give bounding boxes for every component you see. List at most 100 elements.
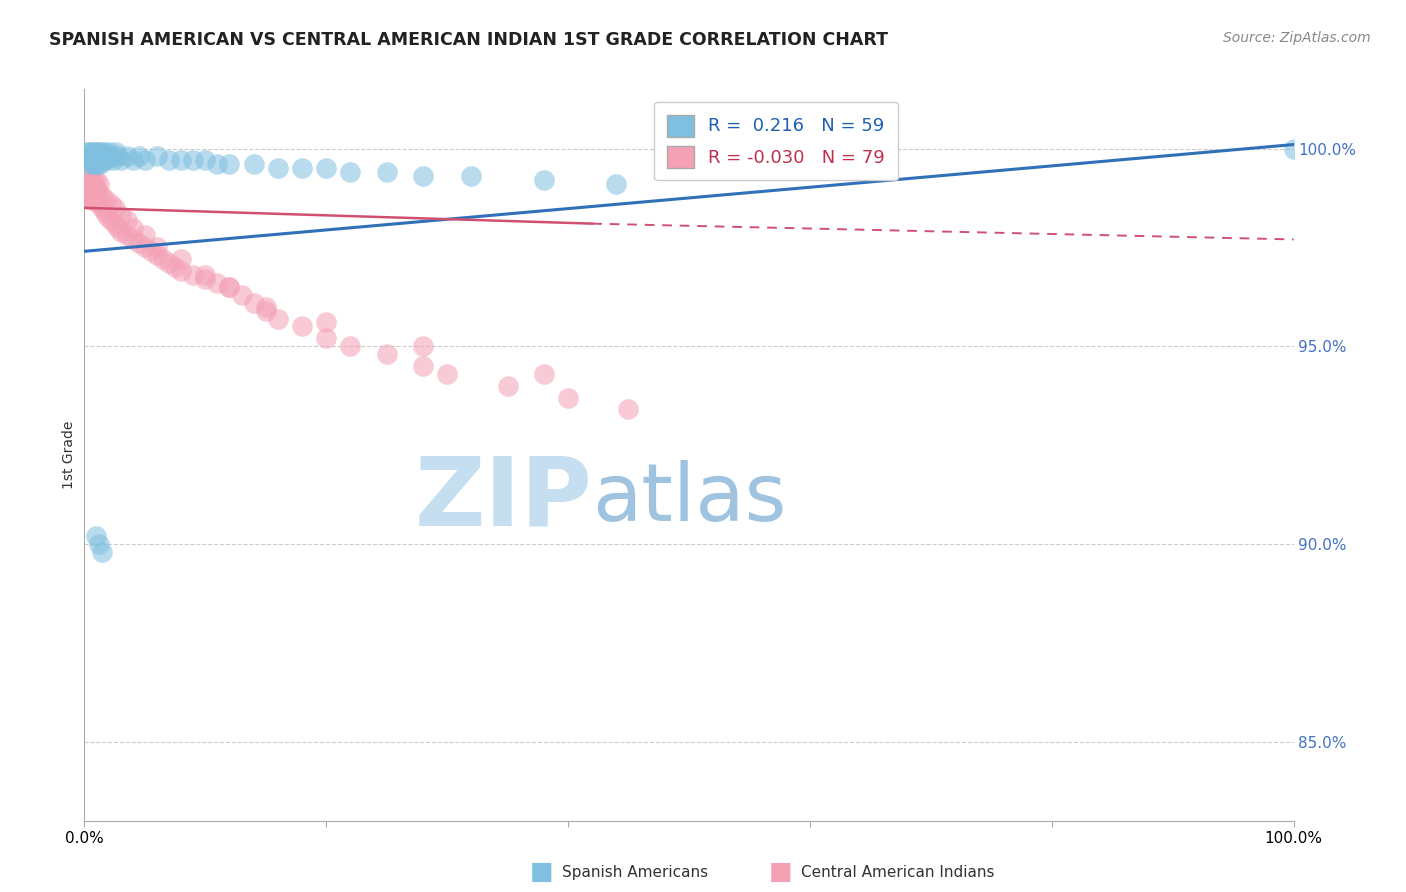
Point <box>110 225 132 239</box>
Point <box>79 149 101 163</box>
Point <box>94 193 117 207</box>
Point <box>80 181 103 195</box>
Point <box>533 173 555 187</box>
Point <box>86 149 108 163</box>
Point <box>115 228 138 243</box>
Point <box>134 153 156 168</box>
Point <box>76 169 98 184</box>
Point <box>107 220 129 235</box>
Point <box>84 181 107 195</box>
Point <box>146 248 169 262</box>
Point <box>194 268 217 282</box>
Point <box>76 145 98 160</box>
Point <box>617 402 640 417</box>
Point <box>77 185 100 199</box>
Point <box>87 177 110 191</box>
Point <box>86 145 108 160</box>
Point <box>194 272 217 286</box>
Point <box>83 181 105 195</box>
Point <box>87 537 110 551</box>
Point <box>207 157 229 171</box>
Point <box>86 157 108 171</box>
Point <box>134 240 156 254</box>
Point <box>110 209 132 223</box>
Point <box>86 529 108 543</box>
Point <box>80 153 103 168</box>
Point <box>86 173 108 187</box>
Point <box>79 185 101 199</box>
Point <box>91 149 114 163</box>
Point <box>91 545 114 559</box>
Point <box>82 149 104 163</box>
Point <box>79 157 101 171</box>
Point <box>104 217 127 231</box>
Point <box>84 193 107 207</box>
Point <box>79 193 101 207</box>
Point <box>77 149 100 163</box>
Point <box>94 145 117 160</box>
Point <box>96 209 118 223</box>
Point <box>104 145 127 160</box>
Point <box>170 252 193 267</box>
Point <box>121 153 143 168</box>
Point <box>194 153 217 168</box>
Point <box>496 378 519 392</box>
Point <box>84 185 107 199</box>
Point <box>254 303 277 318</box>
Legend: R =  0.216   N = 59, R = -0.030   N = 79: R = 0.216 N = 59, R = -0.030 N = 79 <box>654 102 897 180</box>
Point <box>82 185 104 199</box>
Point <box>128 236 150 251</box>
Point <box>254 300 277 314</box>
Point <box>157 153 180 168</box>
Point <box>412 339 434 353</box>
Point <box>146 240 169 254</box>
Point <box>83 177 105 191</box>
Point <box>412 169 434 184</box>
Point <box>96 153 118 168</box>
Point <box>207 276 229 290</box>
Point <box>157 256 180 270</box>
Point <box>181 268 204 282</box>
Point <box>339 165 361 179</box>
Point <box>77 153 100 168</box>
Point <box>86 181 108 195</box>
Point <box>121 232 143 246</box>
Point <box>86 153 108 168</box>
Point <box>100 197 122 211</box>
Point <box>87 193 110 207</box>
Point <box>231 287 253 301</box>
Point <box>89 149 111 163</box>
Point <box>94 149 117 163</box>
Text: Central American Indians: Central American Indians <box>801 865 995 880</box>
Point <box>139 244 162 259</box>
Point <box>107 149 129 163</box>
Point <box>83 189 105 203</box>
Point <box>91 189 114 203</box>
Point <box>165 260 187 274</box>
Point <box>218 280 240 294</box>
Point <box>533 367 555 381</box>
Point <box>436 367 458 381</box>
Point <box>128 149 150 163</box>
Text: Source: ZipAtlas.com: Source: ZipAtlas.com <box>1223 31 1371 45</box>
Point <box>82 193 104 207</box>
Point <box>242 295 264 310</box>
Point <box>115 149 138 163</box>
Point <box>267 161 290 176</box>
Text: ZIP: ZIP <box>415 452 592 545</box>
Point <box>77 177 100 191</box>
Point <box>242 157 264 171</box>
Point <box>87 153 110 168</box>
Point <box>115 212 138 227</box>
Point <box>80 145 103 160</box>
Point <box>460 169 482 184</box>
Point <box>412 359 434 373</box>
Point <box>291 319 314 334</box>
Point <box>77 145 100 160</box>
Text: SPANISH AMERICAN VS CENTRAL AMERICAN INDIAN 1ST GRADE CORRELATION CHART: SPANISH AMERICAN VS CENTRAL AMERICAN IND… <box>49 31 889 49</box>
Point <box>339 339 361 353</box>
Point <box>218 280 240 294</box>
Point <box>83 153 105 168</box>
Point <box>267 311 290 326</box>
Point <box>181 153 204 168</box>
